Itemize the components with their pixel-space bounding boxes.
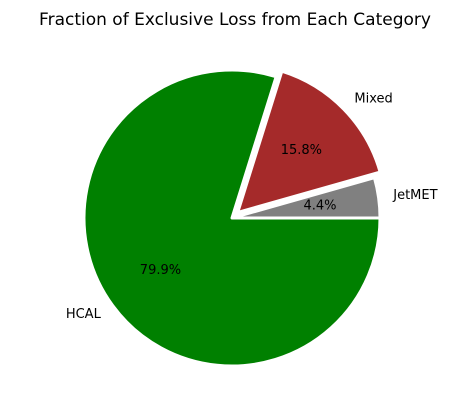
pie-slices (82, 68, 382, 368)
slice-percent-mixed: 15.8% (281, 143, 322, 158)
pie-labels: JetMET 4.4% Mixed 15.8% HCAL 79.9% (66, 91, 438, 322)
slice-percent-hcal: 79.9% (140, 263, 181, 278)
pie-slice-mixed (236, 69, 382, 214)
slice-label-hcal: HCAL (66, 307, 102, 322)
chart-title: Fraction of Exclusive Loss from Each Cat… (39, 10, 431, 30)
pie-slice-hcal (82, 68, 382, 368)
slice-percent-jetmet: 4.4% (303, 198, 336, 213)
slice-label-jetmet: JetMET (392, 188, 437, 203)
slice-label-mixed: Mixed (354, 91, 392, 106)
